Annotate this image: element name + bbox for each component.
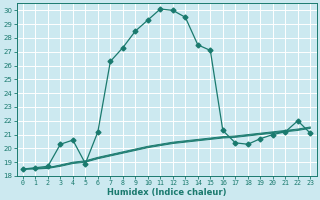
X-axis label: Humidex (Indice chaleur): Humidex (Indice chaleur) <box>107 188 226 197</box>
